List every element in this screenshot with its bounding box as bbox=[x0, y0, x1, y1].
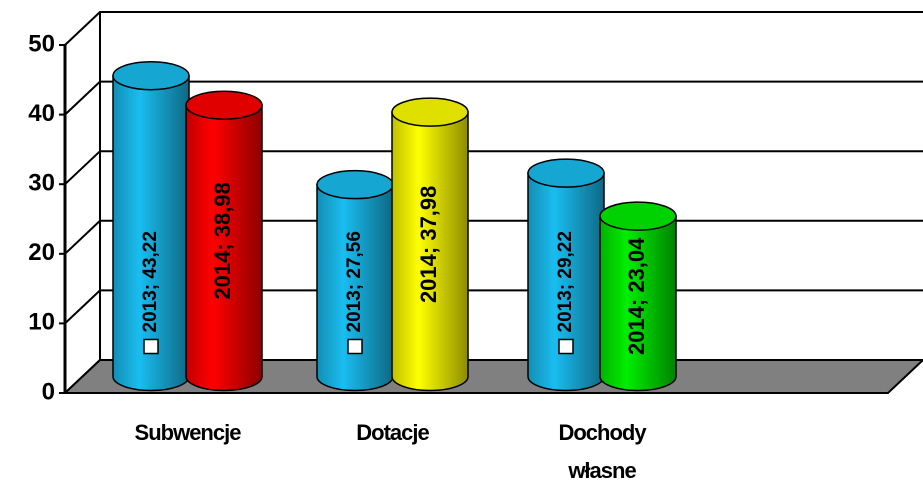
legend-key bbox=[347, 338, 363, 355]
bar-top bbox=[391, 97, 469, 127]
bar-top bbox=[112, 60, 190, 91]
bar-top-shade bbox=[600, 202, 676, 231]
y-tick-label: 10 bbox=[28, 309, 55, 336]
bar-shade bbox=[528, 173, 604, 391]
bar-top bbox=[185, 90, 263, 120]
y-tick-label: 40 bbox=[28, 100, 55, 127]
y-tick-label: 20 bbox=[28, 239, 55, 266]
value-label: 2013; 29,22 bbox=[555, 231, 576, 332]
grid-line bbox=[64, 11, 923, 46]
floor bbox=[62, 359, 923, 394]
bar-shade bbox=[186, 105, 262, 391]
bar-top-shade bbox=[528, 159, 604, 188]
back-wall-left bbox=[64, 12, 101, 394]
legend-key bbox=[558, 338, 574, 355]
value-label: 2014; 37,98 bbox=[416, 186, 441, 303]
value-label: 2013; 43,22 bbox=[140, 231, 161, 332]
bar-top-shade bbox=[186, 91, 262, 120]
bar-top bbox=[599, 201, 677, 231]
bar-top-shade bbox=[317, 170, 393, 199]
bar-top-shade bbox=[113, 61, 189, 90]
value-label: 2014; 23,04 bbox=[624, 237, 649, 355]
value-label: 2014; 38,98 bbox=[210, 182, 235, 299]
bar-top bbox=[527, 158, 605, 188]
bar-shade bbox=[392, 112, 468, 391]
x-tick-label: Subwencje bbox=[134, 420, 242, 445]
bar-top-shade bbox=[392, 98, 468, 127]
y-tick-label: 0 bbox=[42, 378, 55, 405]
y-tick-label: 50 bbox=[28, 30, 55, 57]
value-label: 2013; 27,56 bbox=[344, 231, 365, 332]
grid-line bbox=[64, 80, 923, 116]
bar-shade bbox=[317, 184, 393, 391]
x-tick-label: Dochody własne bbox=[558, 420, 646, 483]
grid-line bbox=[64, 150, 923, 185]
y-tick-label: 30 bbox=[28, 170, 55, 197]
legend-key bbox=[143, 338, 159, 355]
x-tick-label: Dotacje bbox=[356, 420, 429, 445]
bar-shade bbox=[113, 75, 189, 391]
bar-shade bbox=[600, 216, 676, 391]
